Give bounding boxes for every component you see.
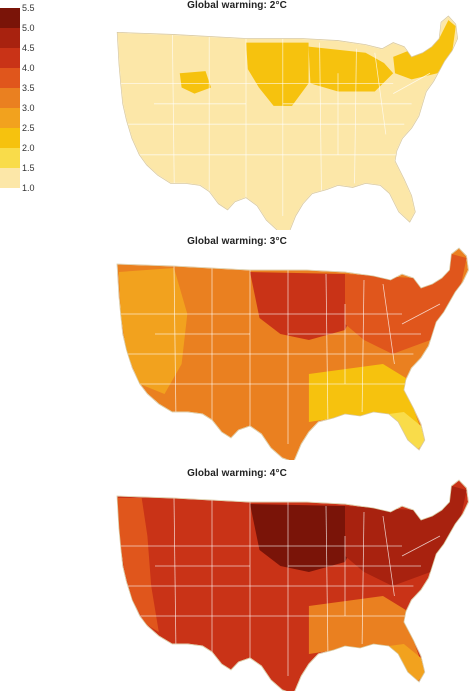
- legend-swatch: [0, 28, 20, 48]
- color-legend: 5.5 5.0 4.5 4.0 3.5 3.0 2.5 2.0 1.5 1.0: [0, 0, 42, 205]
- map-group: [116, 247, 469, 460]
- legend-tick-label: 5.0: [22, 23, 35, 33]
- legend-tick-label: 4.0: [22, 63, 35, 73]
- legend-tick-label: 3.5: [22, 83, 35, 93]
- map-title: Global warming: 3°C: [187, 236, 287, 247]
- state-borders: [117, 34, 431, 216]
- legend-swatch: [0, 88, 20, 108]
- us-map-3c: [116, 247, 469, 460]
- legend-tick-label: 4.5: [22, 43, 35, 53]
- map-title: Global warming: 4°C: [187, 468, 287, 479]
- region-rockies: [179, 71, 212, 94]
- legend-swatch: [0, 148, 20, 168]
- legend-tick-label: 2.0: [22, 143, 35, 153]
- us-outline: [116, 479, 469, 691]
- state-borders: [117, 497, 441, 676]
- region-north-central: [250, 272, 363, 340]
- legend-tick-label: 1.0: [22, 183, 35, 193]
- map-panel-3c: Global warming: 3°C: [0, 232, 474, 460]
- map-group: [116, 15, 459, 230]
- map-panel-2c: Global warming: 2°C: [0, 0, 474, 230]
- legend-swatch: [0, 108, 20, 128]
- legend-tick-label: 5.5: [22, 3, 35, 13]
- region-florida: [388, 644, 425, 682]
- legend-tick-label: 3.0: [22, 103, 35, 113]
- us-map-2c: [116, 15, 459, 230]
- legend-swatch: [0, 128, 20, 148]
- state-borders: [117, 265, 441, 444]
- us-outline: [116, 247, 469, 460]
- region-north-central: [250, 504, 363, 572]
- legend-swatch: [0, 48, 20, 68]
- legend-tick-label: 1.5: [22, 163, 35, 173]
- map-title: Global warming: 2°C: [187, 0, 287, 11]
- region-west: [118, 268, 188, 394]
- region-florida: [388, 412, 425, 450]
- legend-swatch: [0, 8, 20, 28]
- legend-tick-label: 2.5: [22, 123, 35, 133]
- map-panel-4c: Global warming: 4°C: [0, 462, 474, 691]
- region-northern-plains: [246, 42, 309, 106]
- region-west-coast: [117, 498, 159, 632]
- legend-swatch: [0, 168, 20, 188]
- us-outline: [116, 15, 458, 230]
- legend-swatch: [0, 68, 20, 88]
- us-map-4c: [116, 479, 469, 691]
- region-great-lakes: [308, 46, 394, 92]
- map-group: [116, 479, 469, 691]
